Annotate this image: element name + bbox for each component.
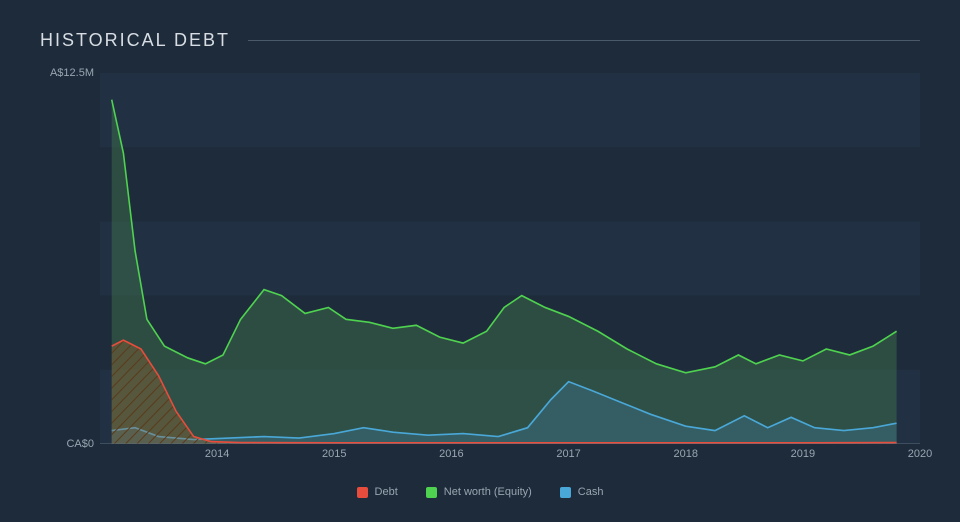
legend-label: Cash <box>578 486 604 498</box>
x-tick-label: 2016 <box>439 448 463 460</box>
grid-band <box>100 221 920 295</box>
x-tick-label: 2020 <box>908 448 932 460</box>
chart-title: HISTORICAL DEBT <box>40 30 230 51</box>
title-rule <box>248 40 920 41</box>
y-axis: CA$0A$12.5M <box>40 73 100 444</box>
legend-label: Debt <box>375 486 398 498</box>
legend-swatch <box>560 487 571 498</box>
legend-item[interactable]: Cash <box>560 486 604 498</box>
y-tick-label: A$12.5M <box>50 67 94 79</box>
legend-item[interactable]: Net worth (Equity) <box>426 486 532 498</box>
plot-svg <box>100 73 920 444</box>
legend: Debt Net worth (Equity) Cash <box>40 482 920 502</box>
title-row: HISTORICAL DEBT <box>40 30 920 51</box>
x-axis: 2014201520162017201820192020 <box>100 444 920 464</box>
x-tick-label: 2018 <box>673 448 697 460</box>
x-tick-label: 2015 <box>322 448 346 460</box>
chart-container: HISTORICAL DEBT CA$0A$12.5M 201420152016… <box>0 0 960 522</box>
x-tick-label: 2014 <box>205 448 229 460</box>
y-tick-label: CA$0 <box>66 438 94 450</box>
legend-swatch <box>426 487 437 498</box>
x-tick-label: 2017 <box>556 448 580 460</box>
chart-area: CA$0A$12.5M <box>40 73 920 444</box>
legend-label: Net worth (Equity) <box>444 486 532 498</box>
x-tick-label: 2019 <box>791 448 815 460</box>
legend-item[interactable]: Debt <box>357 486 398 498</box>
grid-band <box>100 73 920 147</box>
legend-swatch <box>357 487 368 498</box>
plot-area <box>100 73 920 444</box>
